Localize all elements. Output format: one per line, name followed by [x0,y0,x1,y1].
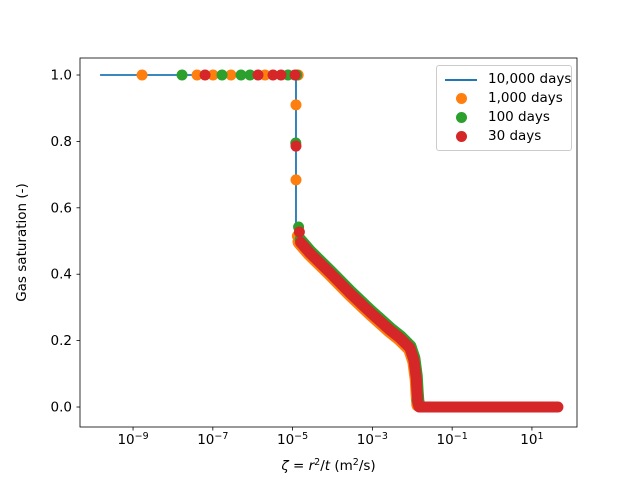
legend-item: 1,000 days [444,89,565,108]
scatter-point-1-000-days [290,99,302,111]
scatter-point-100-days [176,69,188,81]
x-tick-label: 10−9 [117,431,148,448]
legend-item: 10,000 days [444,70,571,89]
scatter-point-30-days [293,226,305,238]
legend-label: 30 days [488,128,542,144]
dot-swatch [455,93,467,104]
scatter-point-100-days [244,69,256,81]
scatter-point-1-000-days [207,69,219,81]
x-tick-label: 10−7 [197,431,228,448]
scatter-point-1-000-days [225,69,237,81]
legend: 10,000 days 1,000 days 100 days 30 days [436,65,572,151]
legend-label: 10,000 days [488,71,572,87]
scatter-point-1-000-days [191,69,203,81]
x-tick-label: 101 [520,431,543,448]
x-tick-label: 10−1 [437,431,468,448]
series-line-10-000-days [100,74,457,408]
scatter-point-30-days [275,69,287,81]
line-swatch [445,78,477,81]
x-tick-label: 10−3 [357,431,388,448]
dot-swatch [455,131,467,142]
legend-dot-marker-icon [444,93,478,104]
x-tick-label: 10−5 [277,431,308,448]
legend-item: 30 days [444,127,565,146]
y-tick-label: 1.0 [51,67,72,83]
y-tick-label: 0.8 [51,134,72,150]
y-tick-label: 0.2 [51,333,72,349]
scatter-point-100-days [216,69,228,81]
scatter-point-30-days [289,69,301,81]
x-axis-label: ζ = r2/t (m2/s) [280,457,375,474]
scatter-point-30-days [290,140,302,152]
y-tick-label: 0.4 [51,267,72,283]
scatter-point-30-days [252,69,264,81]
axes-frame [79,57,578,428]
legend-label: 100 days [488,109,550,125]
y-axis-label: Gas saturation (-) [14,183,30,302]
dot-swatch [455,112,467,123]
legend-dot-marker-icon [444,112,478,123]
y-tick-label: 0.6 [51,200,72,216]
legend-label: 1,000 days [488,90,563,106]
scatter-point-1-000-days [136,69,148,81]
legend-dot-marker-icon [444,131,478,142]
scatter-band-30-days [295,236,564,413]
scatter-point-1-000-days [290,174,302,186]
scatter-point-30-days [199,69,211,81]
legend-line-sample-icon [444,78,478,81]
scatter-point-30-days [267,69,279,81]
legend-item: 100 days [444,108,565,127]
y-tick-label: 0.0 [51,400,72,416]
scatter-point-100-days [235,69,247,81]
scatter-point-30-days [411,384,423,396]
